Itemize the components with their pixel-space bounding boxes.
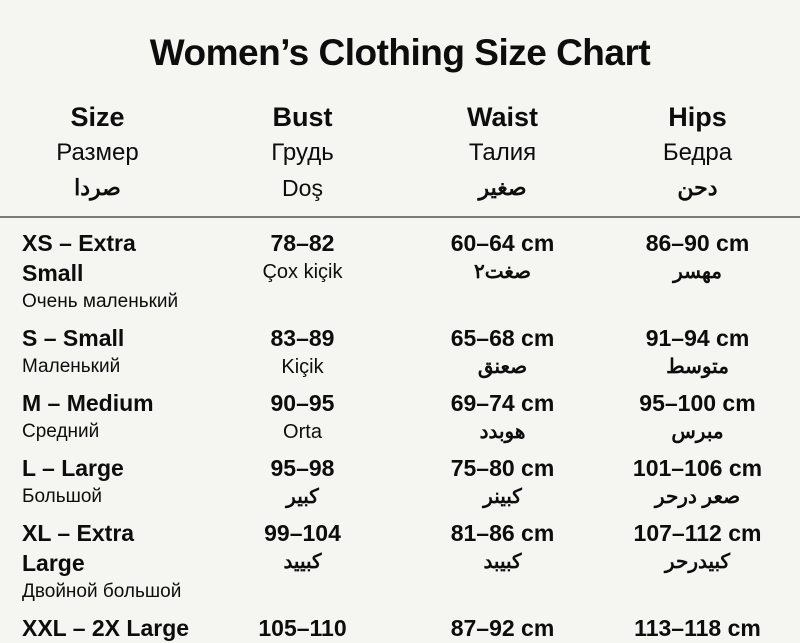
col-header-bust-en: Bust xyxy=(272,102,333,132)
waist-cell-sub: كبينر xyxy=(483,486,522,508)
col-header-size: Size Размер صردا xyxy=(0,100,195,206)
hips-cell: 101–106 cm xyxy=(632,455,763,481)
hips-cell-sub: صعر درحر xyxy=(654,486,741,508)
col-header-bust-ru: Грудь xyxy=(271,139,334,166)
bust-cell: 99–104 xyxy=(264,520,341,546)
col-header-waist-ru: Талия xyxy=(468,139,537,166)
table-header: Size Размер صردا Bust Грудь Doş Waist Та… xyxy=(0,100,800,206)
size-cell-sub: Большой xyxy=(22,486,103,507)
hips-cell-sub: مبرس xyxy=(671,421,724,443)
table-row-l: L – Large Большой 95–98 كبير 75–80 cm كب… xyxy=(0,453,800,511)
col-header-hips-ar: دحن xyxy=(677,175,718,200)
col-header-size-ru: Размер xyxy=(56,139,139,166)
bust-cell: 90–95 xyxy=(270,390,335,416)
bust-cell-sub: Orta xyxy=(283,421,322,443)
table-body: XS – Extra Small Очень маленький 78–82 Ç… xyxy=(0,228,800,643)
header-divider xyxy=(0,216,800,218)
waist-cell: 87–92 cm xyxy=(450,615,555,641)
size-cell: S – Small xyxy=(22,325,125,351)
bust-cell: 78–82 xyxy=(270,230,335,256)
table-row-m: M – Medium Средний 90–95 Orta 69–74 cm ه… xyxy=(0,388,800,446)
size-cell-sub: Очень маленький xyxy=(22,291,179,312)
bust-cell: 95–98 xyxy=(270,455,335,481)
size-cell-sub: Маленький xyxy=(22,356,121,377)
hips-cell-sub: كبيدرحر xyxy=(664,551,731,573)
waist-cell-sub: هوبدد xyxy=(479,421,526,443)
col-header-waist-en: Waist xyxy=(466,102,538,132)
waist-cell-sub: صغت٢ xyxy=(473,261,532,283)
col-header-size-ar: صردا xyxy=(74,175,121,200)
size-cell: XL – Extra Large xyxy=(22,520,135,576)
waist-cell: 60–64 cm xyxy=(450,230,555,256)
waist-cell: 65–68 cm xyxy=(450,325,555,351)
bust-cell-sub: كبير xyxy=(286,486,319,508)
col-header-hips: Hips Бедра دحن xyxy=(595,100,800,206)
size-cell-sub: Двойной большой xyxy=(22,581,182,602)
col-header-hips-ru: Бедра xyxy=(662,139,733,166)
waist-cell-sub: كبيبد xyxy=(483,551,522,573)
hips-cell: 91–94 cm xyxy=(645,325,750,351)
col-header-waist-ar: صغير xyxy=(478,175,527,200)
hips-cell-sub: متوسط xyxy=(666,356,729,378)
bust-cell-sub: Kiçik xyxy=(281,356,324,378)
size-cell: XXL – 2X Large xyxy=(22,615,190,641)
col-header-bust-az: Doş xyxy=(282,175,323,201)
hips-cell: 113–118 cm xyxy=(634,615,761,641)
size-cell-sub: Средний xyxy=(22,421,100,442)
size-cell: XS – Extra Small xyxy=(22,230,136,286)
size-cell: M – Medium xyxy=(22,390,154,416)
col-header-waist: Waist Талия صغير xyxy=(410,100,595,206)
col-header-bust: Bust Грудь Doş xyxy=(195,100,410,206)
bust-cell: 105–110 xyxy=(258,615,347,641)
hips-cell: 95–100 cm xyxy=(639,390,756,416)
bust-cell-sub: كبييد xyxy=(283,551,322,573)
waist-cell: 75–80 cm xyxy=(450,455,555,481)
waist-cell-sub: صعنق xyxy=(477,356,528,378)
hips-cell: 107–112 cm xyxy=(633,520,762,546)
col-header-size-en: Size xyxy=(70,102,125,132)
hips-cell: 86–90 cm xyxy=(645,230,750,256)
table-row-xs: XS – Extra Small Очень маленький 78–82 Ç… xyxy=(0,228,800,316)
waist-cell: 69–74 cm xyxy=(450,390,555,416)
table-row-xl: XL – Extra Large Двойной большой 99–104 … xyxy=(0,518,800,606)
page-title: Women’s Clothing Size Chart xyxy=(149,32,651,73)
bust-cell-sub: Çox kiçik xyxy=(262,261,343,283)
col-header-hips-en: Hips xyxy=(668,102,727,132)
table-row-xxl: XXL – 2X Large 105–110 87–92 cm 113–118 … xyxy=(0,613,800,643)
table-row-s: S – Small Маленький 83–89 Kiçik 65–68 cm… xyxy=(0,323,800,381)
size-cell: L – Large xyxy=(22,455,124,481)
hips-cell-sub: مهسر xyxy=(673,261,722,283)
waist-cell: 81–86 cm xyxy=(450,520,555,546)
bust-cell: 83–89 xyxy=(270,325,335,351)
